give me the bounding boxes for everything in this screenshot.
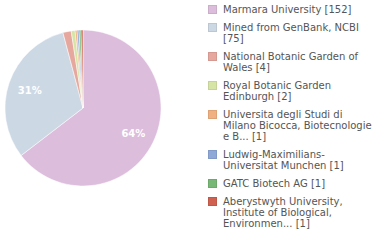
legend-label: Aberystwyth University, Institute of Bio… [223, 196, 373, 229]
legend: Marmara University [152] Mined from GenBa… [208, 4, 376, 236]
legend-swatch [208, 150, 217, 159]
pie-slice [63, 31, 83, 108]
legend-entry: Royal Botanic Garden Edinburgh [2] [208, 80, 376, 102]
legend-swatch [208, 5, 217, 14]
legend-swatch [208, 81, 217, 90]
legend-entry: Universita degli Studi di Milano Bicocca… [208, 109, 376, 142]
legend-label: Universita degli Studi di Milano Bicocca… [223, 109, 373, 142]
data-label: 64% [121, 128, 145, 139]
legend-entry: National Botanic Garden of Wales [4] [208, 51, 376, 73]
legend-swatch [208, 23, 217, 32]
pie-slice [79, 30, 83, 108]
pie-slice [75, 30, 83, 108]
legend-entry: Aberystwyth University, Institute of Bio… [208, 196, 376, 229]
legend-entry: Mined from GenBank, NCBI [75] [208, 22, 376, 44]
legend-label: National Botanic Garden of Wales [4] [223, 51, 373, 73]
legend-label: Ludwig-Maximilians-Universitat Munchen [… [223, 149, 373, 171]
legend-swatch [208, 110, 217, 119]
legend-entry: Ludwig-Maximilians-Universitat Munchen [… [208, 149, 376, 171]
legend-label: GATC Biotech AG [1] [223, 178, 373, 189]
legend-swatch [208, 52, 217, 61]
legend-label: Royal Botanic Garden Edinburgh [2] [223, 80, 373, 102]
legend-entry: Marmara University [152] [208, 4, 376, 15]
legend-entry: GATC Biotech AG [1] [208, 178, 376, 189]
legend-label: Marmara University [152] [223, 4, 373, 15]
pie-slice [77, 30, 83, 108]
pie-slice [81, 30, 83, 108]
legend-swatch [208, 197, 217, 206]
pie-slice [71, 30, 83, 108]
data-label: 31% [18, 85, 42, 96]
legend-label: Mined from GenBank, NCBI [75] [223, 22, 373, 44]
legend-swatch [208, 179, 217, 188]
